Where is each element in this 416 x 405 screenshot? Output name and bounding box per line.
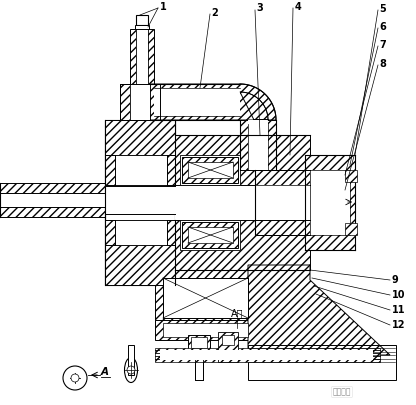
Bar [188,162,233,178]
Bar [222,335,234,345]
Bar [195,350,203,380]
Bar [136,15,148,25]
Bar [310,170,350,235]
Bar [115,220,167,245]
Bar [155,270,255,325]
Bar [182,222,238,248]
Bar [240,120,276,170]
Text: 11: 11 [392,305,406,315]
Text: 9: 9 [392,275,399,285]
Bar [175,185,310,220]
Bar [0,205,112,217]
Bar [155,320,255,340]
Text: A: A [101,367,109,377]
Text: 3: 3 [257,3,263,13]
Circle shape [127,366,135,374]
Circle shape [71,374,79,382]
Bar [105,120,175,285]
Bar [105,155,175,185]
Bar [182,157,238,183]
Text: A向: A向 [231,308,243,318]
Bar [0,183,112,195]
Bar [150,84,240,120]
Bar [188,227,233,243]
Bar [105,120,175,155]
Bar [180,220,240,250]
Bar [255,170,310,235]
Text: 12: 12 [392,320,406,330]
Bar [130,29,154,84]
Bar [136,29,148,84]
Bar [248,345,396,380]
Text: 10: 10 [392,290,406,300]
Bar [115,155,167,185]
Polygon shape [248,265,390,355]
Bar [105,245,175,285]
Bar [120,84,160,120]
Bar [345,223,357,235]
Bar [191,337,207,348]
Bar [175,135,310,190]
Bar [175,215,310,270]
Bar [160,350,373,360]
Ellipse shape [124,358,138,382]
Bar [120,84,160,120]
Bar [305,155,355,250]
Bar [255,185,310,220]
Text: 6: 6 [380,22,386,32]
Text: 4: 4 [295,2,301,12]
Bar [163,278,248,318]
Text: 5: 5 [380,4,386,14]
Bar [163,278,248,318]
Bar [154,88,240,116]
Bar [248,120,268,170]
Text: 7: 7 [380,40,386,50]
Bar [345,170,357,182]
Bar [0,193,115,207]
Bar [155,348,380,362]
Bar [163,323,248,337]
Text: 机械学圈: 机械学圈 [333,388,351,396]
Polygon shape [150,84,276,120]
Bar [105,220,175,245]
Bar [135,25,149,29]
Bar [105,186,175,214]
Bar [188,335,210,350]
Text: 8: 8 [379,59,386,69]
Bar [218,332,238,362]
Text: 1: 1 [160,2,166,12]
Bar [128,345,134,375]
Circle shape [63,366,87,390]
Text: 2: 2 [212,8,218,18]
Bar [130,84,150,120]
Bar [180,155,240,185]
